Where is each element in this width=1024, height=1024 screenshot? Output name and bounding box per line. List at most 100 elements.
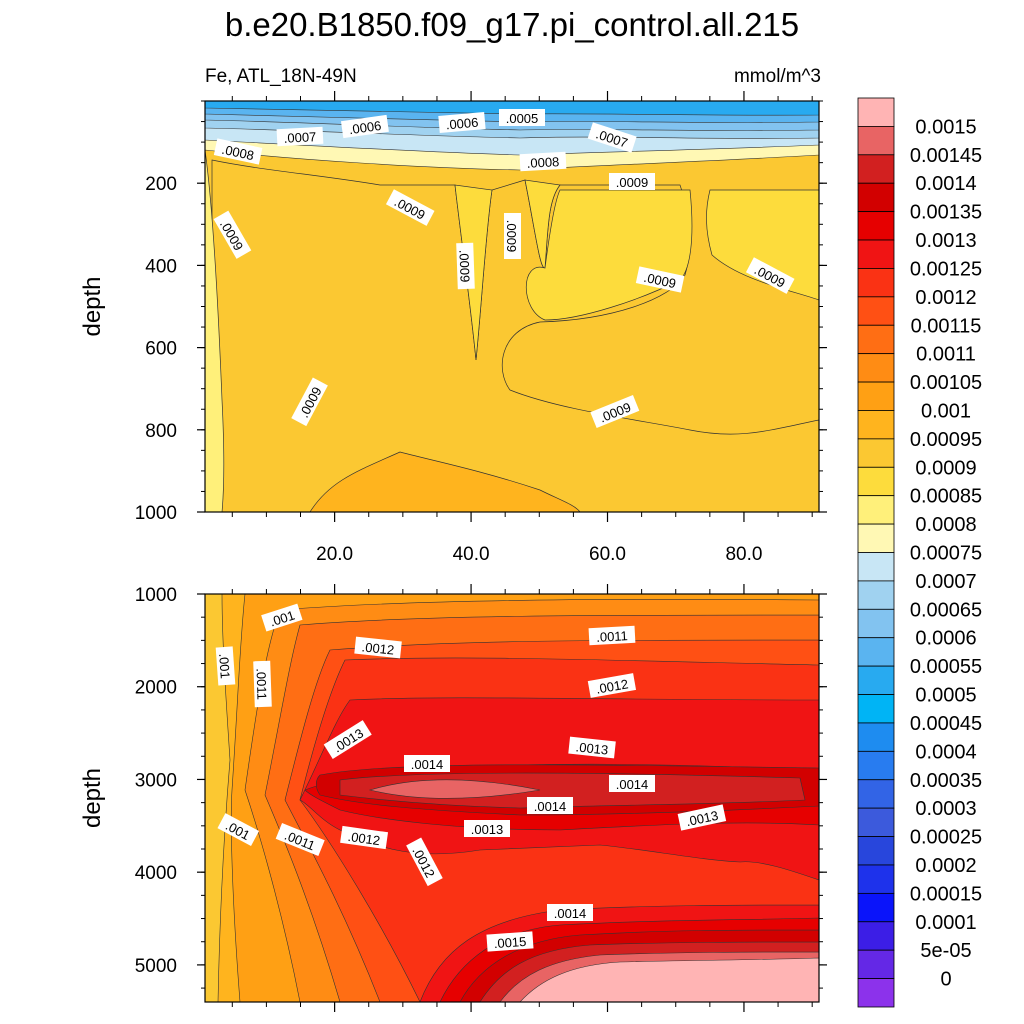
contour-label-text: .001 — [216, 653, 233, 679]
bottom-contour-label: .0012 — [587, 673, 637, 698]
top-contour-label: .0009 — [456, 242, 475, 290]
contour-label-text: .0009 — [616, 175, 649, 190]
contour-label-text: .0015 — [493, 934, 527, 951]
colorbar-label: 0.00125 — [910, 258, 982, 280]
contour-label-bg — [213, 210, 252, 259]
colorbar-label: 0.00055 — [910, 656, 982, 678]
contour-labels-layer: .0008.0007.0006.0006.0005.0007.0008.0009… — [213, 109, 795, 952]
contour-label-bg — [275, 823, 325, 857]
contour-label-text: .0007 — [283, 129, 316, 146]
colorbar-swatch — [857, 466, 895, 497]
colorbar-label: 0.00035 — [910, 770, 982, 792]
region-label: Fe, ATL_18N-49N — [205, 66, 357, 87]
x-tick-label: 60.0 — [589, 544, 626, 565]
contour-label-bg — [385, 189, 435, 226]
colorbar-swatch — [857, 182, 895, 213]
colorbar-swatch — [857, 750, 895, 781]
colorbar-swatch — [857, 580, 895, 610]
colorbar-label: 0.00085 — [910, 486, 982, 508]
contour-label-bg — [499, 109, 545, 126]
colorbar-swatch — [857, 324, 895, 355]
top-contour-label: .0006 — [340, 114, 389, 139]
contour-label-text: .0014 — [554, 906, 587, 921]
bottom-contour-label: .0015 — [486, 931, 534, 952]
contour-label-bg — [587, 673, 637, 698]
contour-label-bg — [261, 603, 303, 632]
x-tick-label: 80.0 — [725, 544, 762, 565]
colorbar-swatch — [857, 608, 895, 639]
contour-label-text: .0006 — [348, 118, 382, 137]
colorbar-label: 0.0001 — [915, 912, 976, 934]
contour-label-text: .0012 — [361, 639, 395, 657]
colorbar-swatch — [857, 779, 895, 809]
y-axis-label: depth — [79, 768, 106, 828]
colorbar-swatch — [857, 381, 895, 411]
bottom-contour-label: .001 — [261, 603, 303, 632]
colorbar-label: 0.0008 — [915, 514, 976, 536]
contour-label-bg — [213, 138, 263, 165]
axes-layer: 200 400 600 800 1000 20.0 40.0 60.0 80.0 depth 100… — [79, 91, 827, 1012]
top-contour-label: .0006 — [438, 112, 486, 133]
y-tick-label: 800 — [145, 421, 177, 442]
y-axis-label: depth — [79, 276, 106, 336]
colorbar-label: 0.0012 — [915, 287, 976, 309]
colorbar-label: 0.00045 — [910, 713, 982, 735]
y-tick-label: 200 — [145, 174, 177, 195]
contour-label-text: .0014 — [534, 799, 567, 814]
bottom-contour-label: .0014 — [547, 904, 593, 921]
colorbar-label: 0.0013 — [915, 230, 976, 252]
colorbar-label: 5e-05 — [920, 940, 971, 962]
colorbar-swatch — [857, 523, 895, 553]
colorbar-label: 0.0015 — [915, 116, 976, 138]
colorbar-swatch — [857, 353, 895, 383]
colorbar-label: 0.00095 — [910, 429, 982, 451]
colorbar-label: 0.00105 — [910, 372, 982, 394]
contour-label-bg — [504, 213, 521, 259]
colorbar-label: 0.00025 — [910, 827, 982, 849]
colorbar-swatch — [857, 495, 895, 525]
y-tick-label: 2000 — [135, 678, 177, 699]
contour-label-bg — [340, 114, 389, 139]
top-contour-label: .0008 — [519, 151, 567, 172]
bottom-contour-label: .0013 — [568, 736, 616, 759]
bottom-contour-label: .0011 — [588, 625, 636, 646]
contour-label-text: .0013 — [575, 739, 609, 757]
colorbar-swatch — [857, 296, 895, 326]
contour-label-bg — [609, 775, 655, 792]
colorbar-swatch — [857, 97, 895, 127]
contour-label-bg — [486, 931, 534, 952]
y-tick-label: 600 — [145, 339, 177, 360]
top-contour-label: .0009 — [504, 213, 521, 259]
contour-label-bg — [217, 813, 260, 846]
contour-label-bg — [456, 242, 475, 290]
top-hole-3 — [526, 189, 693, 321]
contour-label-bg — [677, 804, 727, 831]
colorbar-swatch — [857, 268, 895, 298]
colorbar-label: 0.00135 — [910, 202, 982, 224]
contour-label-text: .0013 — [685, 808, 720, 829]
contour-label-bg — [215, 646, 236, 686]
y-tick-label: 4000 — [135, 863, 177, 884]
top-contour-label: .0005 — [499, 109, 545, 126]
contour-label-bg — [253, 660, 272, 708]
bottom-contour-label: .0013 — [677, 804, 727, 831]
colorbar-label: 0.0006 — [915, 628, 976, 650]
top-contour-label: .0009 — [609, 173, 655, 190]
contour-label-bg — [527, 797, 573, 814]
contour-label-bg — [519, 151, 567, 172]
colorbar-label: 0.0014 — [915, 173, 976, 195]
contour-label-bg — [438, 112, 486, 133]
contour-label-text: .0008 — [220, 142, 255, 163]
y-tick-label: 5000 — [135, 956, 177, 977]
contour-label-bg — [588, 625, 636, 646]
colorbar-swatch — [857, 921, 895, 951]
colorbar-label: 0.001 — [921, 400, 971, 422]
contour-label-text: .0009 — [504, 220, 519, 253]
bottom-contour-label: .0011 — [253, 660, 272, 708]
contour-label-text: .0005 — [506, 111, 539, 126]
colorbar-swatch — [857, 410, 895, 440]
colorbar-swatch — [857, 126, 895, 156]
bot-abyss-0.0015 — [519, 957, 819, 1002]
contour-label-text: .0012 — [595, 676, 630, 696]
